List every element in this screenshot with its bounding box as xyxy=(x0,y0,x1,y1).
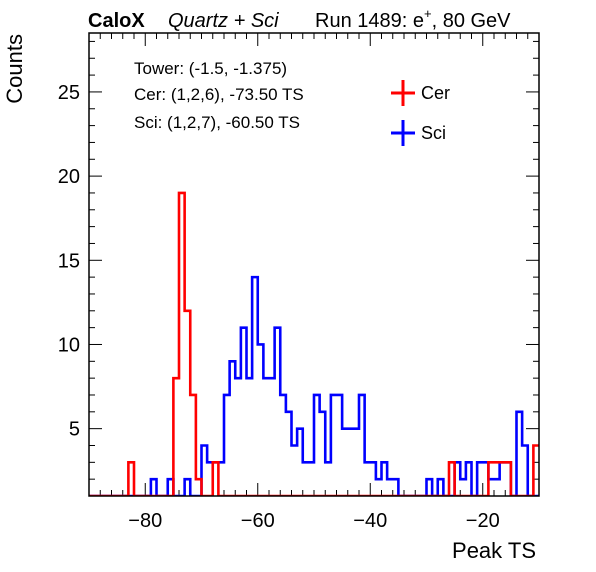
x-axis-title: Peak TS xyxy=(452,538,536,563)
info-line-tower: Tower: (-1.5, -1.375) xyxy=(134,59,287,78)
legend: Cer Sci xyxy=(391,80,450,146)
x-tick-label: −60 xyxy=(241,510,275,532)
y-tick-label: 5 xyxy=(69,419,80,441)
histogram-series xyxy=(89,191,539,496)
legend-marker-cer xyxy=(391,80,415,106)
y-tick-label: 20 xyxy=(58,166,80,188)
y-tick-label: 15 xyxy=(58,250,80,272)
info-box: Tower: (-1.5, -1.375) Cer: (1,2,6), -73.… xyxy=(134,59,304,132)
series-sci-line xyxy=(89,275,539,496)
header-run-suffix: , 80 GeV xyxy=(432,10,512,32)
header-run-sup: + xyxy=(424,6,432,21)
info-line-cer: Cer: (1,2,6), -73.50 TS xyxy=(134,85,304,104)
legend-marker-sci xyxy=(391,120,415,146)
info-line-sci: Sci: (1,2,7), -60.50 TS xyxy=(134,113,300,132)
plot-frame xyxy=(88,32,540,497)
axis-ticks: −80 −60 −40 −20 5 10 15 20 25 xyxy=(58,33,540,532)
legend-label-cer: Cer xyxy=(421,83,450,103)
y-axis-title: Counts xyxy=(2,34,27,104)
legend-label-sci: Sci xyxy=(421,123,446,143)
header-run: Run 1489: e+, 80 GeV xyxy=(315,6,511,32)
x-tick-label: −20 xyxy=(466,510,500,532)
header-brand: CaloX xyxy=(88,10,145,32)
header-run-prefix: Run 1489: e xyxy=(315,10,424,32)
x-tick-label: −80 xyxy=(128,510,162,532)
y-tick-label: 25 xyxy=(58,82,80,104)
y-tick-label: 10 xyxy=(58,334,80,356)
x-tick-label: −40 xyxy=(353,510,387,532)
header-subtitle: Quartz + Sci xyxy=(168,10,279,32)
